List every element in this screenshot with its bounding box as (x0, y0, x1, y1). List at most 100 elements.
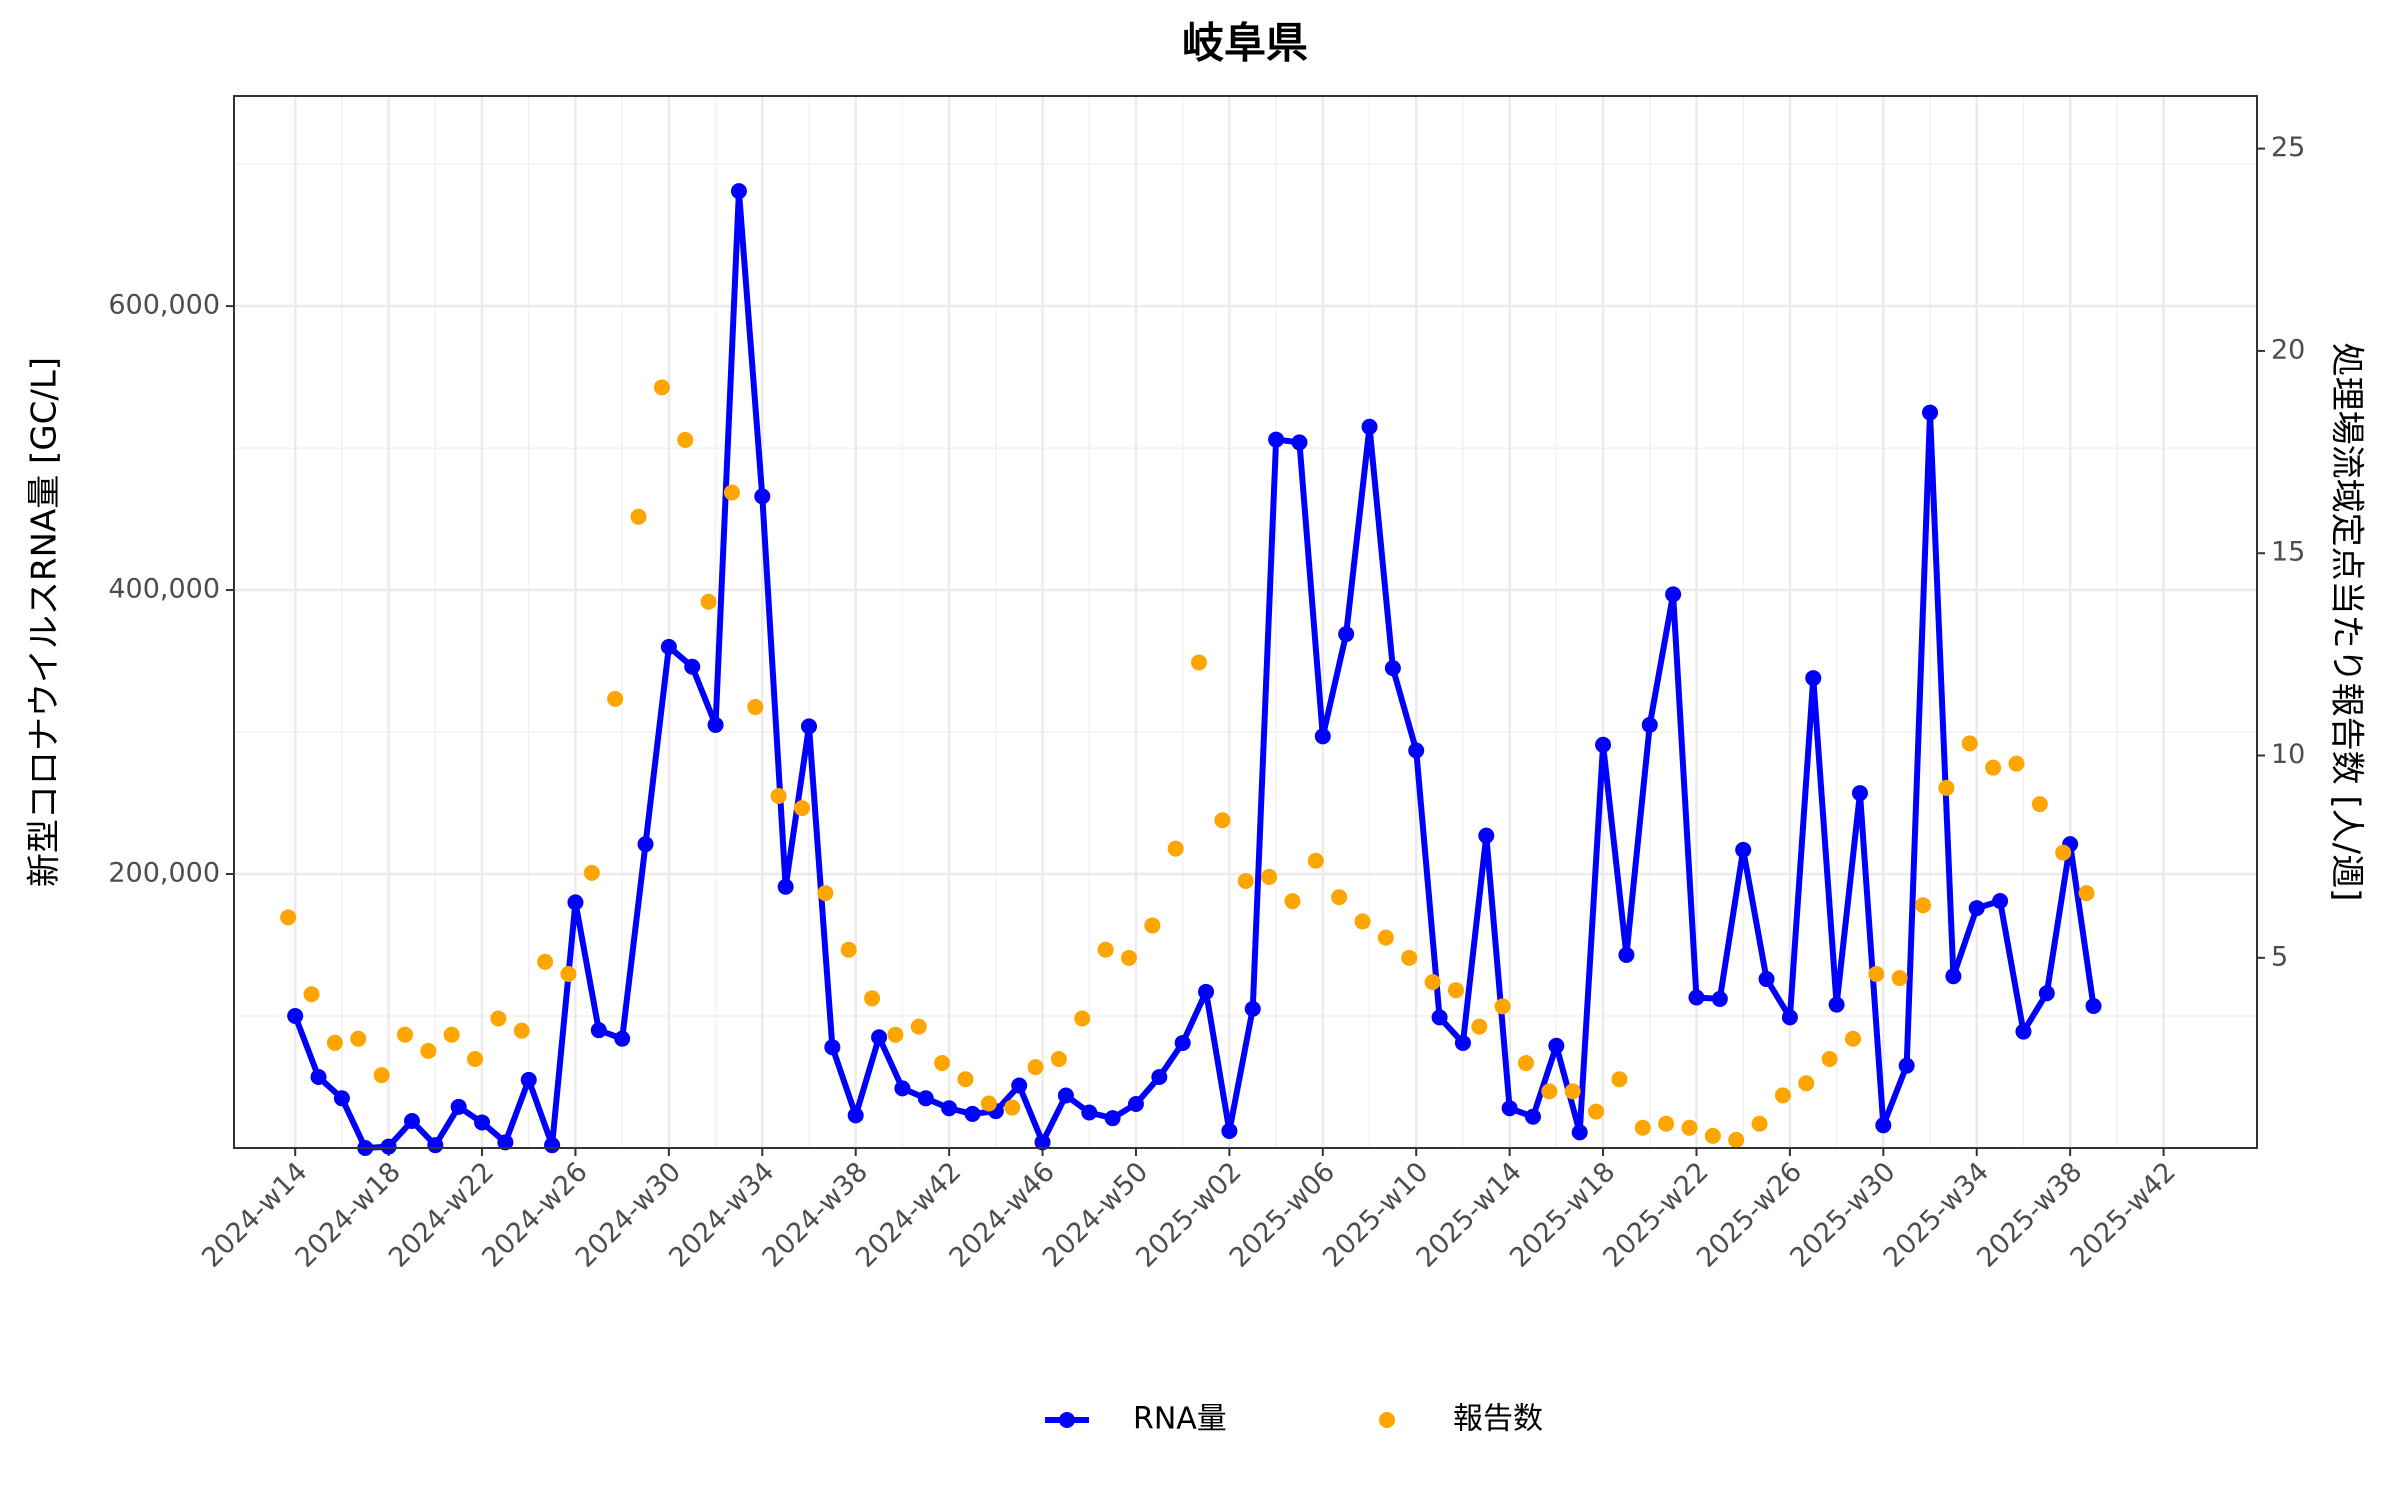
y2-axis-title: 処理場流域定点当たり報告数 [人/週] (2327, 343, 2367, 902)
data-point (1938, 779, 1955, 796)
data-point (373, 1067, 390, 1084)
data-point (1658, 1115, 1675, 1132)
data-point (1104, 1110, 1121, 1127)
data-point (403, 1113, 420, 1130)
data-point (2078, 885, 2095, 902)
data-point (800, 718, 817, 735)
y-tick-label: 600,000 (108, 290, 220, 321)
data-point (1851, 785, 1868, 802)
data-point (420, 1042, 437, 1059)
data-point (1198, 983, 1215, 1000)
data-point (1774, 1087, 1791, 1104)
data-point (1641, 716, 1658, 733)
data-point (1571, 1124, 1588, 1141)
data-point (1471, 1018, 1488, 1035)
y2-tick-label: 10 (2271, 739, 2305, 770)
legend-label: RNA量 (1133, 1402, 1227, 1437)
data-point (1968, 900, 1985, 917)
data-point (1057, 1087, 1074, 1104)
data-point (910, 1018, 927, 1035)
data-point (847, 1107, 864, 1124)
data-point (1992, 892, 2009, 909)
data-point (1665, 586, 1682, 603)
data-point (1167, 840, 1184, 857)
data-point (490, 1010, 507, 1027)
data-point (840, 941, 857, 958)
data-point (497, 1134, 514, 1151)
data-point (677, 431, 694, 448)
data-point (637, 836, 654, 853)
data-point (871, 1029, 888, 1046)
data-point (1354, 913, 1371, 930)
data-point (793, 800, 810, 817)
data-point (1891, 970, 1908, 987)
data-point (723, 484, 740, 501)
data-point (1961, 735, 1978, 752)
data-point (2085, 998, 2102, 1015)
data-point (747, 698, 764, 715)
data-point (1027, 1059, 1044, 1076)
data-point (1191, 654, 1208, 671)
data-point (380, 1138, 397, 1155)
data-point (1011, 1077, 1028, 1094)
data-point (1424, 974, 1441, 991)
data-point (754, 488, 771, 505)
data-point (443, 1026, 460, 1043)
data-point (537, 953, 554, 970)
legend-marker (1059, 1412, 1075, 1428)
data-point (513, 1022, 530, 1039)
data-point (1945, 968, 1962, 985)
y-tick-label: 400,000 (108, 574, 220, 605)
y2-tick-label: 15 (2271, 537, 2305, 568)
data-point (700, 593, 717, 610)
data-point (707, 716, 724, 733)
data-point (567, 894, 584, 911)
data-point (1735, 841, 1752, 858)
data-point (2031, 796, 2048, 813)
data-point (1268, 431, 1285, 448)
data-point (1985, 759, 2002, 776)
data-point (1284, 893, 1301, 910)
data-point (1517, 1055, 1534, 1072)
data-point (280, 909, 297, 926)
data-point (730, 183, 747, 200)
data-point (303, 986, 320, 1003)
data-point (583, 864, 600, 881)
data-point (1844, 1030, 1861, 1047)
data-point (964, 1105, 981, 1122)
data-point (1144, 917, 1161, 934)
data-point (1728, 1131, 1745, 1148)
data-point (1805, 670, 1822, 687)
legend-item: RNA量 (1045, 1402, 1227, 1437)
data-point (1127, 1095, 1144, 1112)
data-point (1828, 996, 1845, 1013)
data-point (1618, 946, 1635, 963)
data-point (1174, 1034, 1191, 1051)
data-point (1634, 1119, 1651, 1136)
data-point (1821, 1050, 1838, 1067)
data-point (1798, 1075, 1815, 1092)
data-point (607, 690, 624, 707)
series-line (292, 188, 2097, 1151)
data-point (1875, 1117, 1892, 1134)
data-point (957, 1071, 974, 1088)
data-point (396, 1026, 413, 1043)
data-point (1564, 1083, 1581, 1100)
data-point (1034, 1134, 1051, 1151)
data-point (934, 1055, 951, 1072)
data-point (1524, 1108, 1541, 1125)
data-point (1291, 434, 1308, 451)
data-point (1494, 998, 1511, 1015)
data-point (474, 1114, 491, 1131)
data-point (770, 787, 787, 804)
data-point (287, 1007, 304, 1024)
data-point (917, 1090, 934, 1107)
data-point (1588, 1103, 1605, 1120)
data-point (1541, 1083, 1558, 1100)
y-tick-label: 200,000 (108, 857, 220, 888)
data-point (1868, 966, 1885, 983)
data-point (1331, 889, 1348, 906)
data-point (1120, 949, 1137, 966)
